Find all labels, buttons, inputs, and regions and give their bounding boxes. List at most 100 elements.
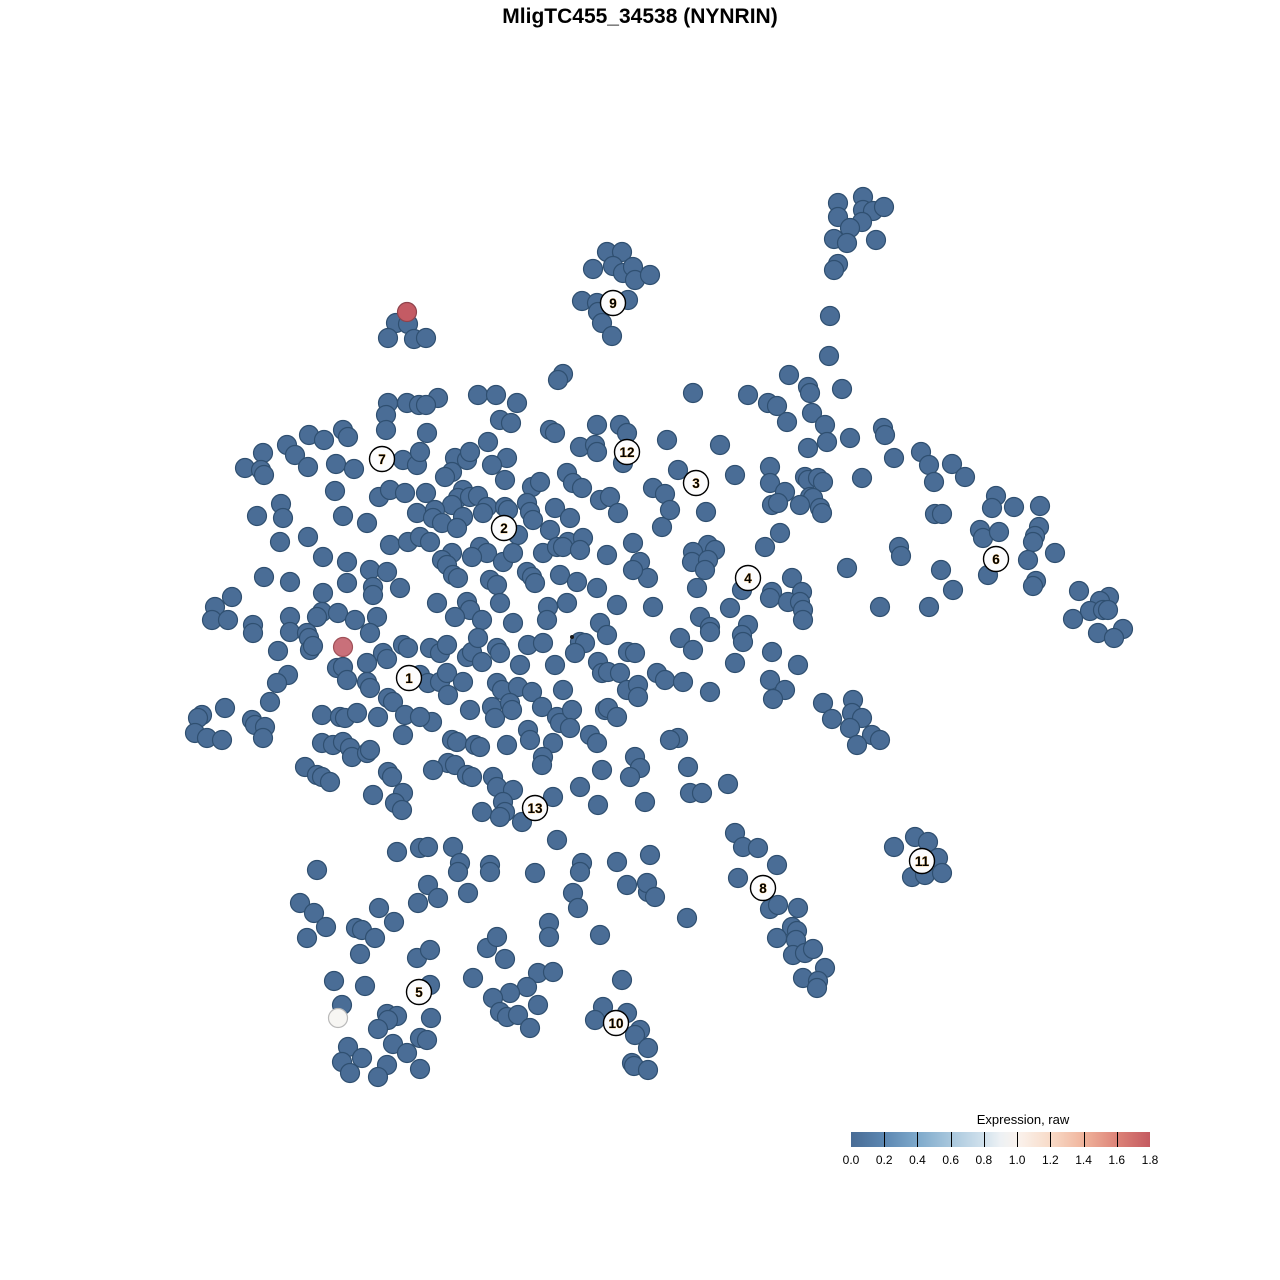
data-point xyxy=(354,975,376,997)
data-point xyxy=(437,684,459,706)
cluster-label-circle xyxy=(521,794,549,822)
data-point xyxy=(477,431,499,453)
data-point-highlighted xyxy=(332,636,354,658)
data-point xyxy=(272,507,294,529)
data-point xyxy=(297,456,319,478)
data-point xyxy=(306,606,328,628)
cluster-label-circle xyxy=(613,438,641,466)
data-point xyxy=(446,731,468,753)
data-point xyxy=(619,766,641,788)
data-point xyxy=(457,882,479,904)
data-point xyxy=(252,442,274,464)
data-point xyxy=(536,609,558,631)
data-point xyxy=(494,469,516,491)
data-point xyxy=(654,669,676,691)
data-point xyxy=(761,641,783,663)
data-point xyxy=(797,437,819,459)
data-point xyxy=(383,911,405,933)
data-point xyxy=(266,672,288,694)
data-point xyxy=(221,586,243,608)
data-point xyxy=(507,1004,529,1026)
cluster-label-number: 7 xyxy=(378,452,386,467)
data-point xyxy=(769,522,791,544)
data-point xyxy=(682,639,704,661)
data-point xyxy=(419,531,441,553)
cluster-label: 2 xyxy=(490,514,518,542)
data-point xyxy=(409,441,431,463)
data-point xyxy=(214,697,236,719)
data-point xyxy=(1097,599,1119,621)
cluster-label-number: 13 xyxy=(527,801,543,816)
data-point xyxy=(486,926,508,948)
data-point xyxy=(806,977,828,999)
data-point xyxy=(767,894,789,916)
data-point xyxy=(362,784,384,806)
data-point xyxy=(485,384,507,406)
data-point xyxy=(544,654,566,676)
data-point xyxy=(359,677,381,699)
data-point xyxy=(446,517,468,539)
data-point xyxy=(409,706,431,728)
cluster-label: 11 xyxy=(908,847,936,875)
cluster-label-number: 2 xyxy=(500,521,508,536)
data-point xyxy=(582,258,604,280)
data-point xyxy=(691,782,713,804)
data-point xyxy=(531,754,553,776)
data-point xyxy=(542,786,564,808)
data-point xyxy=(344,609,366,631)
data-point xyxy=(549,564,571,586)
data-point xyxy=(801,402,823,424)
data-point xyxy=(727,867,749,889)
data-point xyxy=(622,532,644,554)
data-point xyxy=(724,464,746,486)
data-point xyxy=(459,441,481,463)
data-point xyxy=(883,836,905,858)
data-point xyxy=(564,642,586,664)
data-point xyxy=(303,902,325,924)
data-point xyxy=(799,382,821,404)
data-point xyxy=(217,609,239,631)
cluster-label-circle xyxy=(734,564,762,592)
data-point xyxy=(461,546,483,568)
cluster-label-number: 5 xyxy=(415,985,423,1000)
legend-tick-label: 1.2 xyxy=(1041,1153,1059,1167)
data-point xyxy=(407,892,429,914)
data-point xyxy=(587,794,609,816)
data-point xyxy=(699,681,721,703)
data-point xyxy=(869,729,891,751)
cluster-label-circle xyxy=(749,874,777,902)
data-point xyxy=(637,1037,659,1059)
data-point xyxy=(336,572,358,594)
data-point xyxy=(559,507,581,529)
data-point xyxy=(762,688,784,710)
cluster-label-circle xyxy=(682,469,710,497)
data-point xyxy=(787,654,809,676)
data-point xyxy=(337,426,359,448)
data-point xyxy=(427,887,449,909)
data-point xyxy=(362,584,384,606)
data-point xyxy=(759,587,781,609)
legend-tick xyxy=(884,1132,886,1147)
data-point xyxy=(211,729,233,751)
cluster-label: 10 xyxy=(602,1009,630,1037)
data-point xyxy=(524,862,546,884)
legend-tick-label: 0.0 xyxy=(842,1153,860,1167)
data-point xyxy=(839,427,861,449)
data-point xyxy=(542,961,564,983)
data-point xyxy=(391,799,413,821)
data-point xyxy=(737,384,759,406)
cluster-label: 1 xyxy=(395,664,423,692)
cluster-label: 12 xyxy=(613,438,641,466)
data-point xyxy=(839,717,861,739)
data-point xyxy=(447,567,469,589)
data-point xyxy=(766,395,788,417)
data-point xyxy=(447,861,469,883)
stray-mark xyxy=(570,635,574,639)
data-point xyxy=(634,791,656,813)
data-point xyxy=(596,624,618,646)
data-point xyxy=(444,606,466,628)
data-point xyxy=(606,706,628,728)
data-point xyxy=(346,702,368,724)
data-point xyxy=(954,466,976,488)
